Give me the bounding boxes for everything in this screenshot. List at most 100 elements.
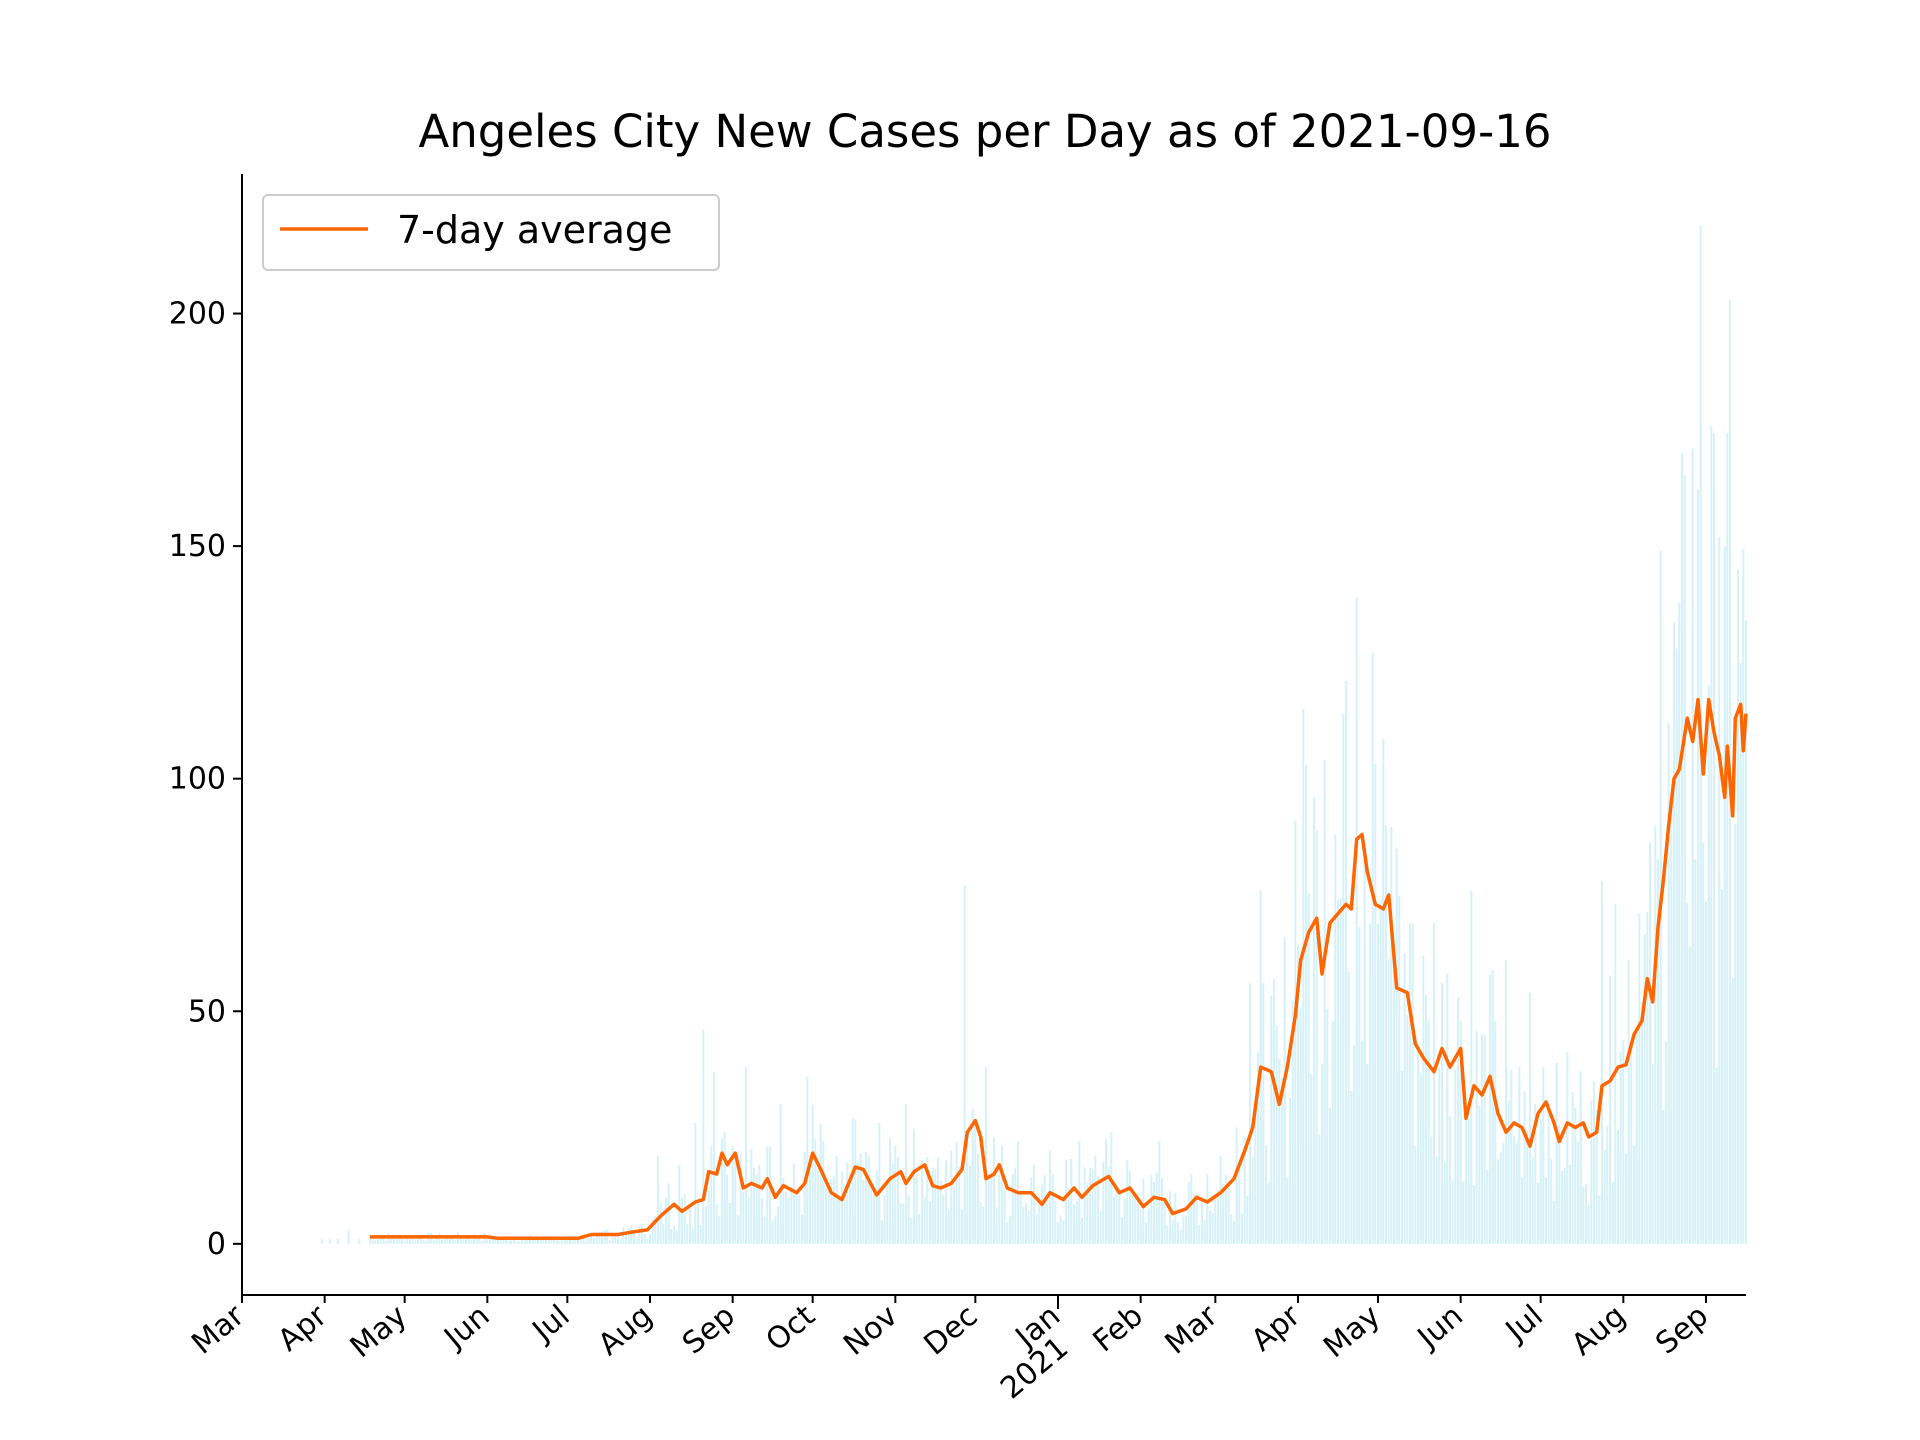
daily-bar <box>1009 1215 1011 1244</box>
daily-bar <box>1686 903 1689 1244</box>
daily-bar <box>897 1157 899 1244</box>
daily-bar <box>1011 1174 1014 1244</box>
daily-bar <box>1318 1134 1321 1244</box>
daily-bar <box>1398 896 1401 1244</box>
daily-bar <box>1329 1107 1331 1244</box>
daily-bar <box>547 1238 550 1244</box>
daily-bar <box>769 1146 771 1244</box>
daily-bar <box>1331 1022 1334 1244</box>
daily-bar <box>1249 1193 1251 1244</box>
daily-bar <box>611 1236 614 1244</box>
daily-bar <box>1601 881 1603 1244</box>
daily-bar <box>1179 1230 1182 1244</box>
daily-bar <box>1734 823 1737 1244</box>
daily-bar <box>1249 983 1251 1244</box>
daily-bar <box>1201 1201 1203 1244</box>
chart-title: Angeles City New Cases per Day as of 202… <box>418 105 1551 158</box>
daily-bar <box>891 1163 894 1244</box>
daily-bar <box>1145 1222 1147 1244</box>
daily-bar <box>1214 1195 1217 1244</box>
daily-bar <box>1291 1001 1294 1244</box>
daily-bar <box>1499 1151 1502 1244</box>
daily-bar <box>1443 1161 1446 1244</box>
daily-bar <box>1150 1175 1153 1244</box>
daily-bar <box>811 1105 814 1244</box>
daily-bar <box>454 1239 457 1244</box>
daily-bar <box>1699 841 1702 1244</box>
daily-bar <box>470 1240 473 1244</box>
daily-bar <box>1307 893 1310 1244</box>
daily-bar <box>1742 548 1745 1244</box>
daily-bar <box>937 1157 939 1244</box>
daily-bar <box>371 1236 374 1244</box>
daily-bar <box>449 1235 451 1244</box>
daily-bar <box>1219 1211 1222 1244</box>
daily-bar <box>1561 1170 1563 1244</box>
daily-bar <box>1142 1178 1145 1244</box>
daily-bar <box>627 1227 630 1244</box>
daily-bar <box>518 1241 521 1244</box>
daily-bar <box>878 1176 881 1244</box>
daily-bar <box>1611 1182 1614 1244</box>
daily-bar <box>713 1206 715 1244</box>
daily-bar <box>675 1229 678 1244</box>
daily-bar <box>1246 1195 1249 1244</box>
daily-bar <box>1691 627 1694 1244</box>
daily-bar <box>667 1224 670 1244</box>
daily-bar <box>785 1191 787 1244</box>
daily-bar <box>734 1163 737 1244</box>
daily-bar <box>1446 1085 1449 1244</box>
daily-bar <box>673 1225 675 1244</box>
daily-bar <box>1617 1129 1619 1244</box>
daily-bar <box>478 1238 481 1244</box>
daily-bar <box>1169 1191 1171 1244</box>
daily-bar <box>390 1236 393 1244</box>
daily-bar <box>1595 1109 1598 1244</box>
daily-bar <box>531 1239 534 1244</box>
daily-bar <box>702 1029 705 1244</box>
daily-bar <box>1270 995 1273 1244</box>
daily-bar <box>918 1213 921 1244</box>
daily-bar <box>859 1153 862 1244</box>
daily-bar <box>1387 959 1390 1244</box>
legend-label-seven-day-average: 7-day average <box>397 208 672 252</box>
daily-bar <box>505 1237 507 1244</box>
daily-bar <box>1542 1127 1545 1244</box>
daily-bar <box>1614 1178 1617 1244</box>
daily-bar <box>934 1201 937 1244</box>
daily-bar <box>1067 1188 1070 1244</box>
daily-bar <box>942 1194 945 1244</box>
daily-bar <box>1529 1134 1531 1244</box>
daily-bar <box>1601 1184 1603 1244</box>
daily-bar <box>1054 1201 1057 1244</box>
daily-bar <box>990 1170 993 1244</box>
daily-bar <box>953 1186 955 1244</box>
daily-bar <box>710 1145 713 1244</box>
daily-bar <box>521 1238 523 1244</box>
daily-bar <box>662 1224 665 1244</box>
daily-bar <box>1043 1175 1046 1244</box>
daily-bar <box>1723 606 1726 1244</box>
daily-bar <box>510 1240 513 1244</box>
daily-bar <box>1598 1195 1601 1244</box>
daily-bar <box>902 1203 905 1244</box>
daily-bar <box>1502 1143 1505 1244</box>
daily-bar <box>1267 1182 1270 1244</box>
daily-bar <box>1430 1136 1433 1244</box>
daily-bar <box>585 1240 587 1244</box>
daily-bar <box>782 1178 785 1244</box>
daily-bar <box>1070 1159 1073 1244</box>
daily-bar <box>1019 1190 1022 1244</box>
daily-bar <box>1705 901 1707 1244</box>
x-tick-label: Sep <box>1649 1298 1715 1361</box>
daily-bar <box>963 1191 966 1244</box>
daily-bar <box>801 1214 803 1244</box>
daily-bar <box>1222 1183 1225 1244</box>
y-tick-label: 100 <box>169 762 226 797</box>
daily-bar <box>657 1213 659 1244</box>
x-tick-label: Apr <box>272 1298 335 1359</box>
daily-bar <box>963 885 966 1244</box>
daily-bar <box>659 1202 662 1244</box>
daily-bar <box>1321 1063 1323 1244</box>
